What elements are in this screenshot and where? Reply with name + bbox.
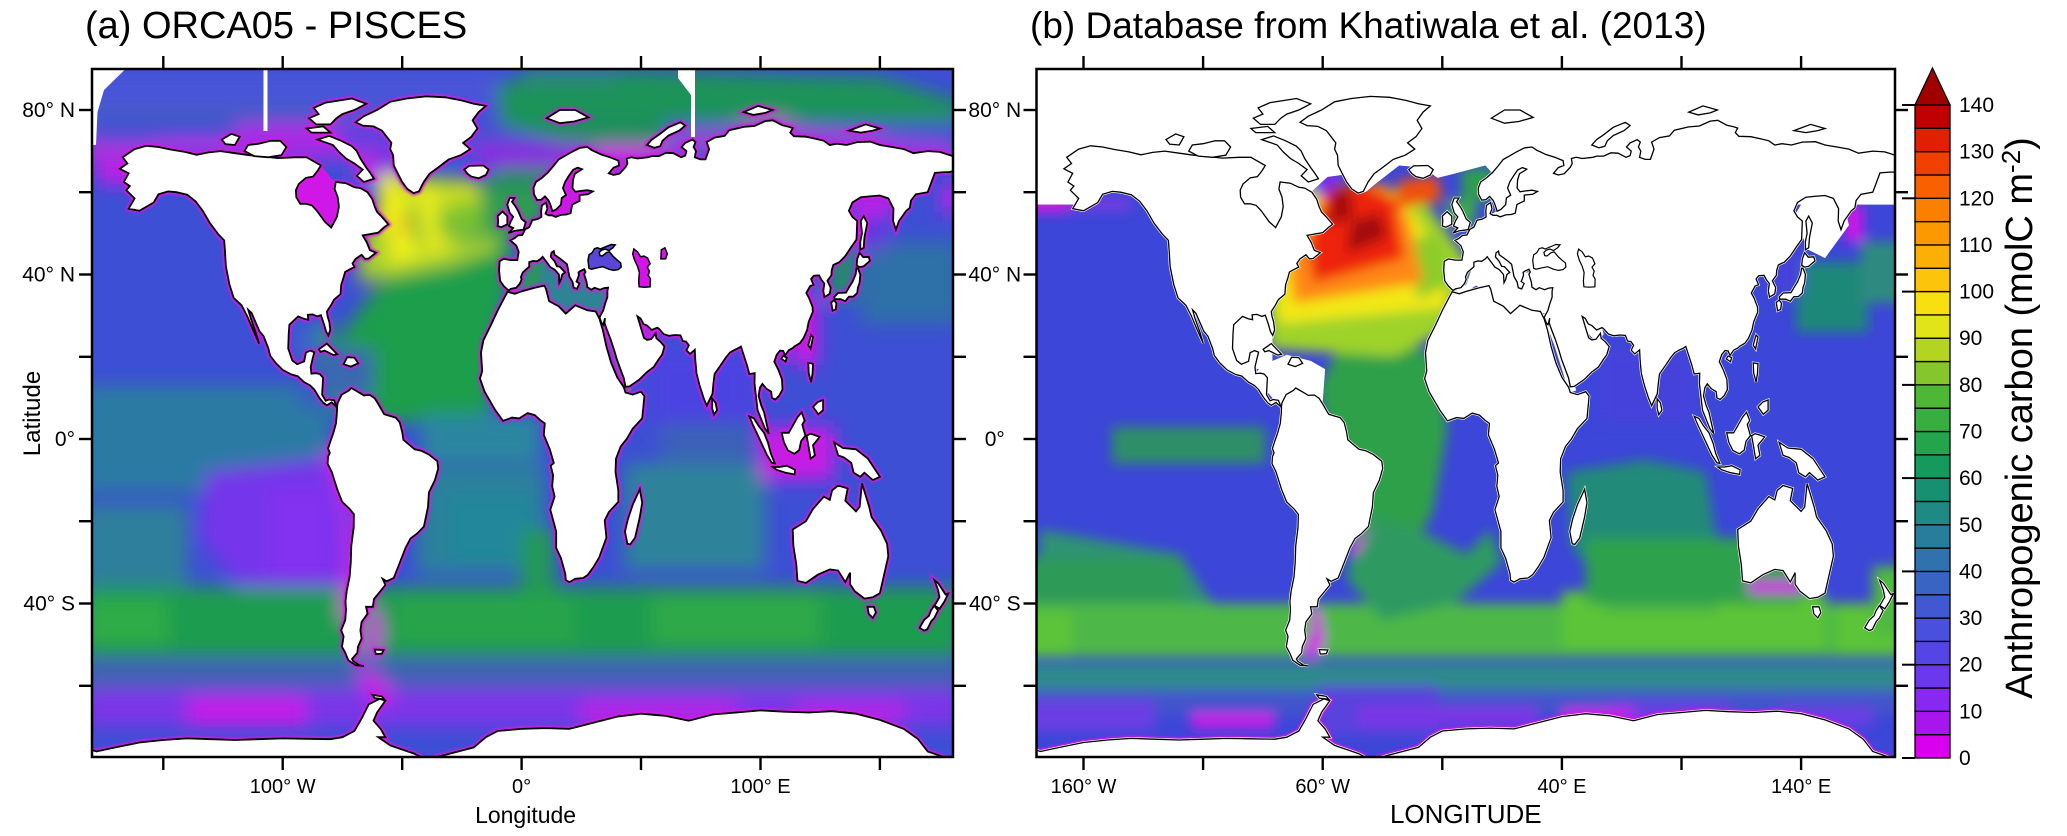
svg-text:110: 110 <box>1959 234 1992 257</box>
svg-text:80° N: 80° N <box>968 99 1021 122</box>
svg-text:70: 70 <box>1959 421 1982 444</box>
svg-text:40° S: 40° S <box>23 593 75 616</box>
svg-text:20: 20 <box>1959 654 1982 677</box>
svg-text:40° N: 40° N <box>968 264 1021 287</box>
svg-text:50: 50 <box>1959 514 1982 537</box>
svg-text:60: 60 <box>1959 467 1982 490</box>
svg-text:10: 10 <box>1959 700 1982 723</box>
svg-text:100: 100 <box>1959 281 1994 304</box>
svg-text:140° E: 140° E <box>1771 776 1831 798</box>
svg-text:160° W: 160° W <box>1051 776 1117 798</box>
svg-text:(a) ORCA05 - PISCES: (a) ORCA05 - PISCES <box>85 5 467 47</box>
svg-text:30: 30 <box>1959 607 1982 630</box>
svg-text:130: 130 <box>1959 141 1994 164</box>
svg-text:90: 90 <box>1959 327 1982 350</box>
svg-text:40: 40 <box>1959 560 1982 583</box>
svg-text:0°: 0° <box>55 428 75 451</box>
svg-text:80° N: 80° N <box>22 99 75 122</box>
svg-text:LONGITUDE: LONGITUDE <box>1390 799 1542 829</box>
svg-text:Latitude: Latitude <box>19 371 46 456</box>
svg-text:Anthropogenic carbon (molC m-2: Anthropogenic carbon (molC m-2) <box>1996 137 2041 699</box>
svg-text:0: 0 <box>1959 747 1971 770</box>
svg-text:Longitude: Longitude <box>475 802 576 828</box>
svg-text:60° W: 60° W <box>1295 776 1350 798</box>
svg-text:40° E: 40° E <box>1537 776 1586 798</box>
svg-text:(b) Database from Khatiwala et: (b) Database from Khatiwala et al. (2013… <box>1030 5 1707 46</box>
svg-text:0°: 0° <box>985 428 1005 451</box>
svg-text:100° E: 100° E <box>730 776 790 798</box>
svg-text:40° N: 40° N <box>22 264 75 287</box>
svg-text:100° W: 100° W <box>250 776 316 798</box>
svg-text:40° S: 40° S <box>969 593 1021 616</box>
svg-text:80: 80 <box>1959 374 1982 397</box>
svg-text:0°: 0° <box>512 776 531 798</box>
svg-text:120: 120 <box>1959 187 1994 210</box>
svg-text:140: 140 <box>1959 94 1994 117</box>
